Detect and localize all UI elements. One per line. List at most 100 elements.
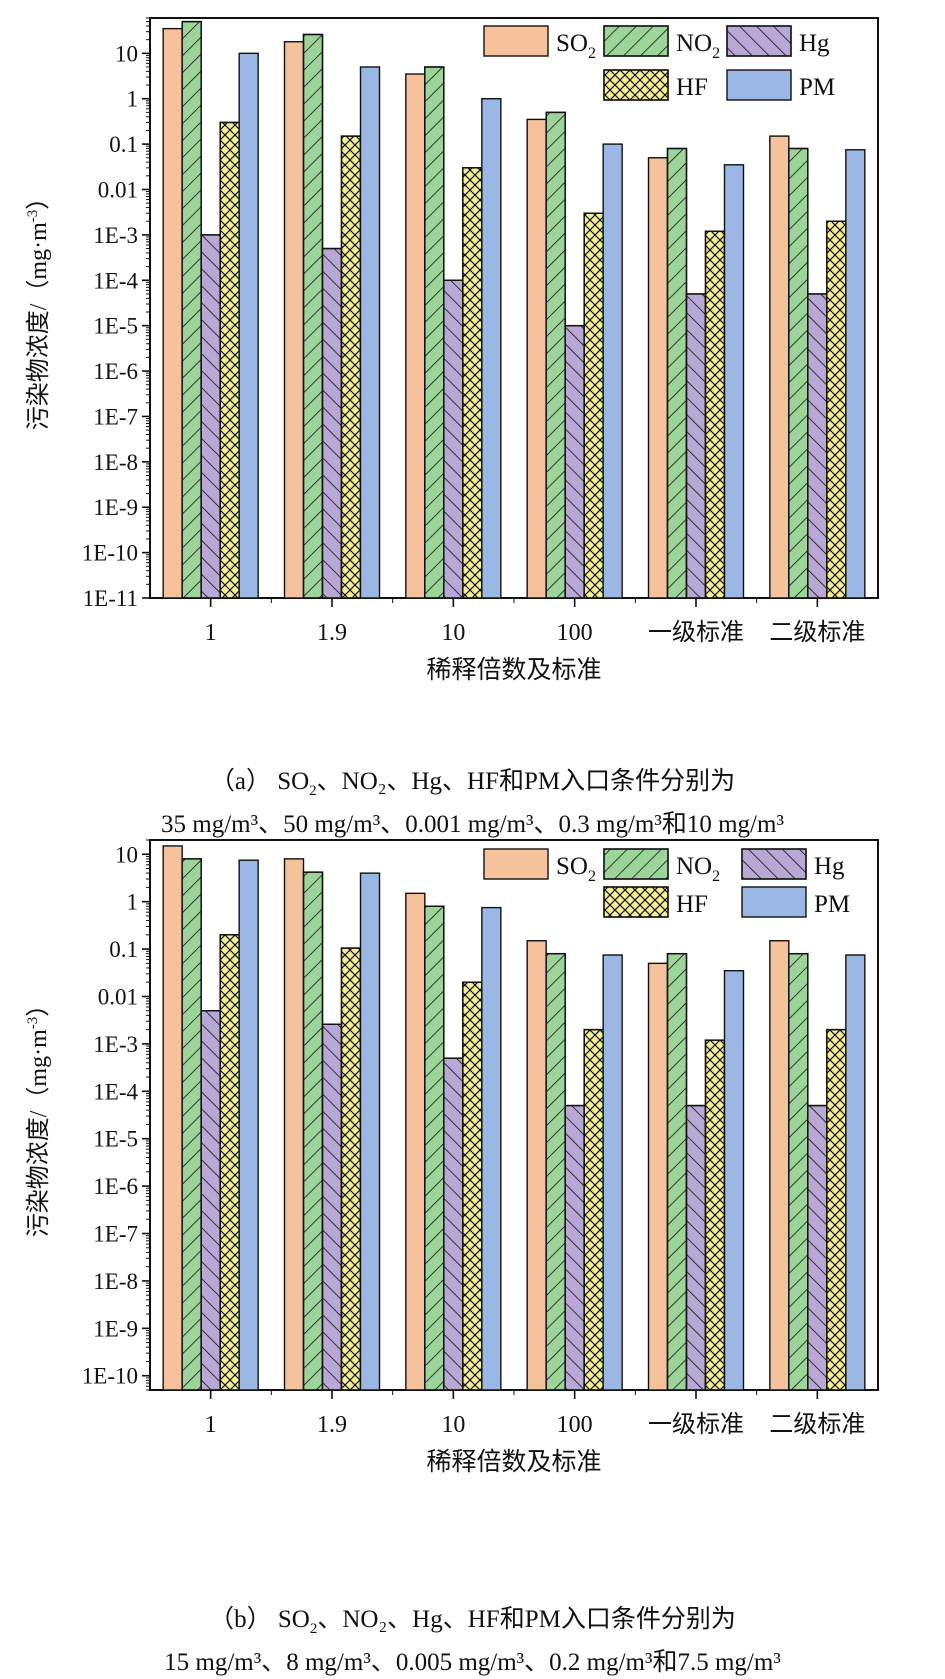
bar-hf-std-hatch [826,1028,847,1391]
bar-so2-std [769,135,790,599]
y-axis-label: 污染物浓度/（mg·m-3） [25,186,52,431]
bar-no2-10-hatch [424,905,445,1391]
bar-pm-100 [602,143,623,599]
legend-swatch-no2-hatch [603,25,669,57]
bar-pm-100 [602,954,623,1391]
bar-so2-std [769,940,790,1391]
bar-so2-10 [405,73,426,599]
bar-hg-100-hatch [564,1104,585,1391]
chart-b: 1E-10 1E-9 1E-8 1E-7 1E-6 1E-5 1E-4 1E-3 0.01 0.1… [25,839,879,1476]
bar-hg-std-hatch [807,293,828,599]
bar-so2-10 [405,892,426,1391]
y-tick-label: 1E-9 [93,1316,138,1341]
caption-a-sub: 2 [309,783,317,799]
x-tick-label-std: 二级标准 [769,619,865,646]
y-tick-label: 0.1 [109,937,138,962]
bar-so2-std [647,962,669,1391]
y-tick-label: 1 [127,890,139,915]
y-tick-label: 1E-5 [93,314,138,339]
bar-no2-100-hatch [545,952,566,1391]
bar-no2-10-hatch [424,66,445,599]
x-tick-label-1-9: 1.9 [317,620,347,646]
bar-hg-1-9-hatch [321,1023,343,1391]
bar-pm-std [845,954,866,1391]
legend-swatch-hf-hatch [603,886,669,918]
legend-swatch-so2 [483,25,549,57]
axes-frame [149,17,879,599]
y-tick-label: 1E-3 [93,1032,138,1057]
y-tick-label: 0.1 [109,132,138,157]
bar-hf-std-hatch [704,1039,726,1391]
bar-hg-1-9-hatch [321,247,343,599]
y-tick-label: 10 [115,842,138,867]
legend-swatch-hg-hatch [726,25,792,57]
caption-a-line1: （a） SO2、NO₂、Hg、HF和PM入口条件分别为 [0,765,945,808]
y-tick-label: 1E-6 [93,359,138,384]
bar-no2-std-hatch [788,147,809,599]
y-tick-label: 1E-4 [93,1079,138,1104]
legend-swatch-pm [726,69,792,101]
bar-pm-1-9 [359,872,381,1391]
legend-label-hg: Hg [799,30,830,57]
chart-a: 1E-11 1E-10 1E-9 1E-8 1E-7 1E-6 1E-5 1E-4 1E-3 0.… [25,17,879,684]
legend-label-so2: SO2 [556,30,596,62]
bar-hf-std-hatch [826,220,847,599]
x-tick-label-std: 一级标准 [648,1411,744,1438]
plot-area-a: 1E-11 1E-10 1E-9 1E-8 1E-7 1E-6 1E-5 1E-4 1E-3 0.… [25,17,879,684]
bar-pm-std [723,164,745,599]
bar-no2-1-9-hatch [302,871,324,1391]
y-tick-label: 1E-9 [93,495,138,520]
bar-hf-10-hatch [462,981,483,1391]
bar-pm-10 [481,906,502,1391]
legend-label-pm: PM [799,74,835,101]
legend-swatch-hg-hatch [741,848,807,880]
bar-hf-std-hatch [704,230,726,599]
bar-no2-std-hatch [788,952,809,1391]
caption-b-sub: 2 [309,1621,318,1637]
legend-swatch-so2 [483,848,549,880]
bar-hf-10-hatch [462,167,483,599]
y-axis-label: 污染物浓度/（mg·m-3） [25,993,52,1238]
legend-swatch-pm [741,886,807,918]
bar-hg-1-hatch [200,1010,221,1391]
legend-swatch-hf-hatch [603,69,669,101]
caption-a: （a） SO2、NO₂、Hg、HF和PM入口条件分别为 35 mg/m³、50 … [0,765,945,841]
axes-frame [149,839,879,1391]
figure-b: 1E-10 1E-9 1E-8 1E-7 1E-6 1E-5 1E-4 1E-3 0.01 0.1… [0,835,945,1677]
y-tick-label: 1E-8 [93,1269,138,1294]
bar-hg-100-hatch [564,324,585,599]
bar-hg-std-hatch [685,293,707,599]
bar-hf-1-9-hatch [340,135,362,599]
bar-hf-1-hatch [219,934,240,1391]
figure-a: 1E-11 1E-10 1E-9 1E-8 1E-7 1E-6 1E-5 1E-4 1E-3 0.… [0,0,945,838]
x-tick-label-1: 1 [205,620,217,646]
x-tick-label-1-9: 1.9 [317,1412,347,1438]
x-axis-label: 稀释倍数及标准 [426,1448,601,1476]
bar-pm-1 [238,52,259,599]
bar-no2-std-hatch [666,147,688,599]
bar-so2-1 [162,845,183,1391]
bar-hg-10-hatch [443,279,464,599]
bar-hg-std-hatch [685,1104,707,1391]
y-tick-label: 1E-7 [93,404,138,429]
legend-label-no2: NO2 [676,30,720,62]
caption-b: （b） SO2、NO₂、Hg、HF和PM入口条件分别为 15 mg/m³、8 m… [0,1603,945,1679]
y-tick-label: 0.01 [98,984,138,1009]
x-tick-label-std: 一级标准 [648,619,744,646]
bar-no2-1-hatch [181,20,202,599]
y-tick-label: 1E-6 [93,1174,138,1199]
bar-so2-1 [162,27,183,599]
y-tick-label: 0.01 [98,177,138,202]
x-axis-label: 稀释倍数及标准 [426,656,601,684]
x-tick-label-100: 100 [557,620,593,646]
y-tick-label: 1E-8 [93,450,138,475]
bar-so2-std [647,157,669,599]
bar-hg-10-hatch [443,1057,464,1391]
x-tick-label-100: 100 [557,1412,593,1438]
caption-b-rest: 、NO₂、Hg、HF和PM入口条件分别为 [317,1606,736,1633]
x-tick-label-10: 10 [441,1412,465,1438]
bar-hf-1-hatch [219,121,240,599]
bar-hg-std-hatch [807,1104,828,1391]
legend-label-pm: PM [814,891,850,918]
bar-no2-100-hatch [545,111,566,599]
